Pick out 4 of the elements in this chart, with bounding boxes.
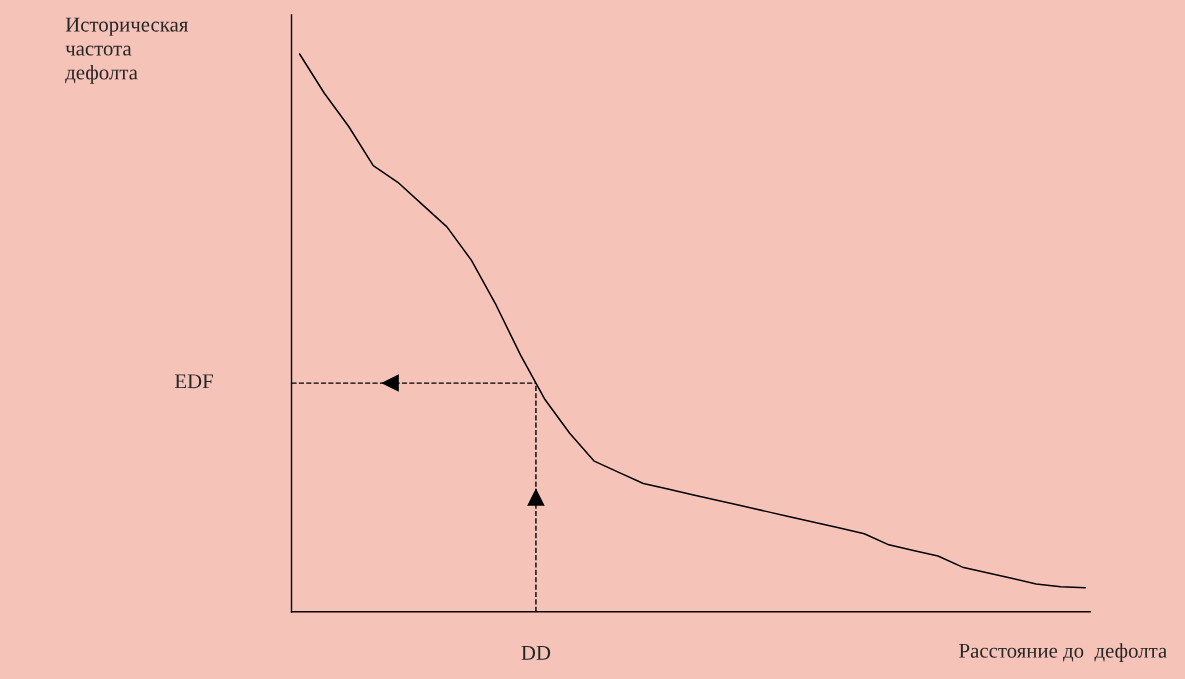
x-axis-title: Расстояние до дефолта — [959, 643, 1167, 663]
y-axis-title: Историческая частота дефолта — [65, 17, 189, 84]
text: DD — [521, 646, 551, 660]
ref-line-label: EDF — [174, 374, 213, 389]
